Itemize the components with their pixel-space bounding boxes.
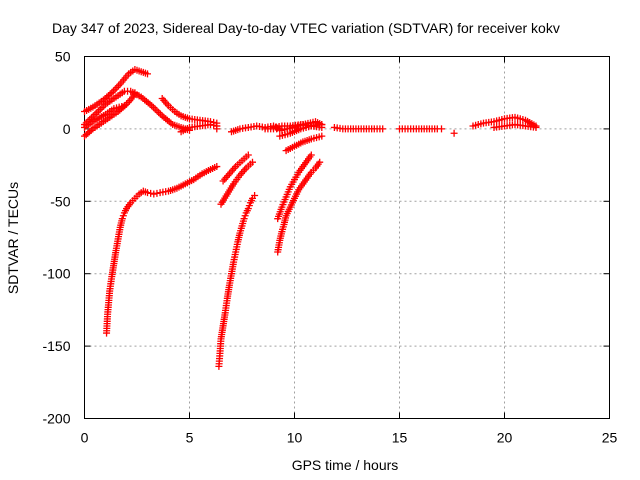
data-point	[115, 82, 123, 90]
x-tick-label: 10	[287, 430, 303, 446]
series-arc-6	[177, 121, 221, 136]
y-tick-label: -150	[42, 338, 70, 354]
data-point	[151, 105, 159, 113]
data-point	[147, 189, 155, 197]
data-point	[113, 83, 121, 91]
x-tick-labels: 0 5 10 15 20 25	[81, 430, 618, 446]
data-point	[109, 87, 117, 95]
data-point	[144, 70, 151, 78]
series-arc-9	[261, 125, 284, 133]
data-point	[307, 151, 315, 159]
series-arc-19	[217, 158, 256, 208]
y-tick-label: 50	[55, 49, 71, 65]
x-tick-label: 15	[392, 430, 408, 446]
series-arc-22	[274, 151, 315, 223]
series-arc-14	[450, 129, 458, 137]
data-point	[249, 158, 256, 166]
data-point	[120, 102, 128, 110]
data-point	[450, 129, 458, 137]
data-point	[156, 110, 164, 118]
data-point	[318, 121, 326, 129]
data-point	[87, 126, 95, 134]
y-tick-label: -200	[42, 411, 70, 427]
y-tick-labels: -200 -150 -100 -50 0 50	[42, 49, 70, 427]
data-point	[316, 158, 324, 166]
y-axis-label: SDTVAR / TECUs	[5, 182, 21, 294]
series-arc-13	[396, 125, 445, 133]
data-point	[207, 121, 214, 129]
axis-ticks	[84, 56, 610, 419]
series-arc-18	[215, 192, 259, 370]
series-arc-17	[103, 163, 221, 337]
x-tick-label: 20	[497, 430, 513, 446]
data-point	[438, 125, 445, 133]
x-axis-label: GPS time / hours	[292, 457, 399, 473]
data-point	[111, 85, 119, 93]
series-arc-21	[274, 158, 324, 256]
data-point	[96, 105, 104, 113]
grid-lines	[84, 56, 610, 419]
x-tick-label: 25	[602, 430, 618, 446]
data-point	[149, 103, 157, 111]
data-point	[210, 121, 218, 129]
chart-title: Day 347 of 2023, Sidereal Day-to-day VTE…	[52, 20, 560, 36]
plot-frame	[84, 56, 610, 419]
data-point	[251, 192, 259, 200]
y-tick-label: -100	[42, 266, 70, 282]
data-point	[213, 122, 221, 130]
data-point	[153, 107, 161, 115]
series-arc-16	[490, 121, 540, 131]
y-tick-label: 0	[63, 121, 71, 137]
data-point	[144, 189, 151, 197]
series-arc-20	[219, 151, 252, 185]
data-point	[318, 132, 326, 140]
data-point	[244, 151, 252, 159]
data-series	[81, 66, 540, 370]
data-point	[276, 125, 284, 133]
series-arc-4	[81, 102, 128, 131]
x-tick-label: 0	[81, 430, 89, 446]
x-tick-label: 5	[186, 430, 194, 446]
series-arc-3	[81, 89, 139, 140]
series-arc-1	[81, 66, 151, 116]
data-point	[379, 125, 387, 133]
data-point	[532, 123, 540, 131]
data-point	[213, 163, 221, 171]
series-arc-10	[276, 121, 326, 140]
series-arc-12	[330, 123, 387, 133]
data-point	[150, 190, 158, 198]
data-point	[131, 89, 139, 97]
series-arc-11	[282, 132, 326, 155]
y-tick-label: -50	[50, 193, 70, 209]
data-point	[106, 90, 114, 98]
data-point	[153, 189, 161, 197]
data-point	[155, 108, 163, 116]
